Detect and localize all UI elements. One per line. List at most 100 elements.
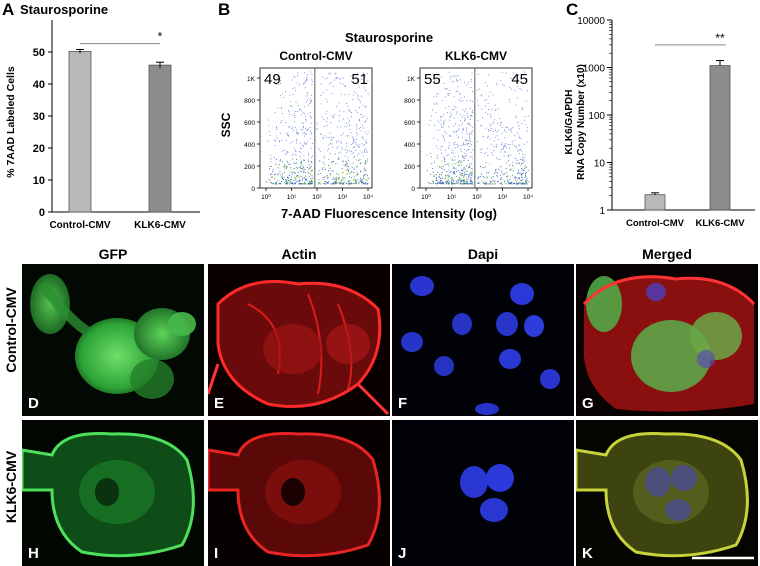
chart-b-dot	[286, 132, 288, 135]
chart-b-dot	[437, 171, 439, 173]
chart-b-dot	[269, 167, 271, 170]
chart-b-dot	[306, 130, 308, 132]
chart-b-dot	[332, 177, 335, 179]
chart-b-dot	[452, 125, 455, 127]
chart-b-dot	[477, 178, 479, 180]
chart-b-dot	[323, 155, 325, 157]
chart-b-dot	[367, 80, 369, 82]
chart-b-dot	[522, 153, 524, 155]
chart-b-dot	[524, 173, 527, 175]
chart-b-dot	[300, 147, 302, 150]
chart-b-dot	[518, 182, 520, 184]
chart-b-dot	[366, 160, 368, 162]
chart-b-dot	[468, 148, 470, 150]
chart-b-dot	[509, 175, 512, 177]
chart-b-dot	[356, 128, 358, 130]
chart-b-dot	[490, 181, 492, 183]
chart-b-dot	[302, 127, 305, 129]
chart-b-dot	[302, 169, 304, 171]
chart-b-dot	[498, 169, 500, 171]
chart-b-dot	[463, 142, 465, 144]
chart-b-dot	[486, 182, 488, 184]
chart-b-dot	[466, 112, 468, 114]
chart-b-dot	[353, 146, 355, 148]
micrograph-klk6-gfp: H	[22, 420, 204, 566]
chart-c-category-label: Control-CMV	[626, 218, 685, 229]
chart-b-dot	[454, 163, 456, 165]
chart-b-dot	[278, 77, 281, 79]
chart-b-dot	[449, 175, 451, 177]
chart-b-dot	[443, 140, 446, 142]
chart-b-dot	[282, 166, 284, 168]
chart-b-dot	[441, 160, 443, 162]
chart-b-dot	[468, 140, 470, 142]
chart-b-dot	[496, 84, 498, 86]
chart-b-dot	[280, 122, 282, 124]
chart-b-ytick-label: 400	[244, 142, 255, 149]
chart-b-dot	[441, 183, 443, 185]
chart-b-dot	[363, 162, 365, 164]
micrograph-klk6-dapi: J	[392, 420, 574, 566]
chart-b-dot	[362, 138, 365, 140]
chart-b-dot	[495, 169, 497, 171]
chart-b-dot	[326, 175, 328, 177]
chart-b-dot	[353, 172, 355, 174]
chart-b-dot	[340, 182, 342, 184]
chart-b-dot	[317, 173, 319, 175]
chart-b-dot	[441, 167, 443, 169]
chart-b-dot	[285, 122, 287, 124]
chart-b-dot	[441, 126, 443, 128]
chart-b-dot	[348, 121, 350, 123]
chart-b-dot	[363, 87, 365, 89]
chart-b-dot	[519, 127, 521, 130]
chart-b-dot	[287, 150, 289, 152]
chart-b-ytick-label: 800	[244, 98, 255, 105]
chart-b-dot	[301, 179, 303, 181]
chart-b-dot	[307, 113, 309, 115]
chart-b-dot	[467, 116, 469, 118]
chart-b-dot	[493, 181, 496, 183]
chart-b-dot	[359, 177, 362, 179]
chart-b-dot	[307, 161, 310, 163]
panel-letter-i: I	[214, 545, 219, 562]
chart-b-dot	[436, 176, 438, 178]
chart-b-dot	[443, 113, 445, 115]
chart-b-dot	[495, 157, 498, 159]
chart-b-dot	[463, 166, 465, 169]
chart-b-dot	[461, 137, 464, 139]
chart-b-dot	[506, 181, 509, 183]
chart-b-dot	[331, 183, 333, 185]
chart-b-dot	[499, 124, 501, 126]
chart-b-dot	[293, 112, 295, 115]
chart-b-dot	[332, 117, 335, 119]
chart-b-dot	[507, 128, 510, 130]
chart-b-dot	[277, 76, 279, 78]
chart-b-dot	[510, 168, 512, 170]
chart-b-dot	[510, 88, 512, 90]
chart-b-dot	[434, 161, 436, 163]
chart-b-dot	[511, 175, 513, 177]
chart-b-dot	[454, 156, 456, 158]
chart-b-dot	[273, 139, 275, 141]
chart-c-sig-label: **	[715, 31, 725, 45]
chart-b-dot	[448, 169, 450, 171]
chart-b-dot	[489, 138, 491, 140]
chart-b-dot	[310, 111, 312, 114]
chart-b-dot	[485, 181, 487, 183]
chart-b-dot	[327, 176, 329, 179]
chart-b-dot	[366, 73, 368, 75]
chart-b-dot	[471, 168, 473, 170]
chart-b-dot	[309, 179, 311, 181]
chart-b-dot	[478, 176, 480, 178]
chart-b-dot	[468, 133, 470, 135]
chart-b-dot	[440, 174, 443, 176]
chart-b-dot	[444, 179, 446, 181]
chart-b-dot	[501, 132, 503, 134]
chart-b-dot	[284, 154, 287, 156]
chart-b-dot	[354, 182, 356, 184]
chart-b-dot	[347, 181, 350, 183]
chart-b-dot	[329, 72, 331, 74]
chart-b-dot	[350, 176, 353, 179]
chart-b-dot	[437, 139, 439, 141]
